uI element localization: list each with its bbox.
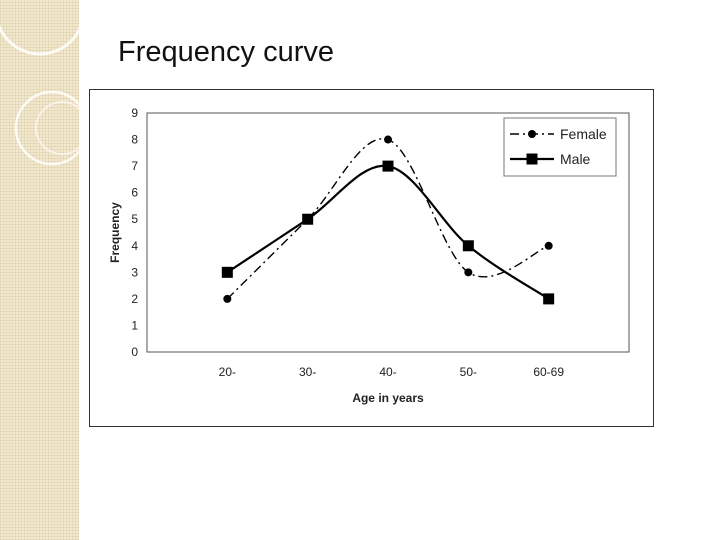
plot-area xyxy=(146,112,630,353)
decorative-circles-icon xyxy=(0,24,79,166)
plot-border xyxy=(146,112,630,353)
data-point-male xyxy=(302,213,314,225)
slide-title: Frequency curve xyxy=(118,36,334,68)
series-line-male xyxy=(226,164,550,300)
y-tick-label: 1 xyxy=(131,318,138,332)
legend-label-female: Female xyxy=(560,126,607,142)
data-point-female xyxy=(464,268,473,277)
decorative-sidebar xyxy=(0,0,79,540)
y-tick-label: 9 xyxy=(131,106,138,120)
y-tick-label: 6 xyxy=(131,186,138,200)
x-tick-label: 50- xyxy=(460,365,477,379)
y-axis-ticks: 0 1 2 3 4 5 6 7 8 9 xyxy=(131,106,138,359)
x-tick-label: 20- xyxy=(219,365,236,379)
legend-items: Female Male xyxy=(510,126,607,167)
y-axis-title: Frequency xyxy=(108,202,122,263)
data-point-female xyxy=(544,241,553,250)
y-tick-label: 3 xyxy=(131,265,138,279)
legend: Female Male xyxy=(503,117,617,177)
data-point-male xyxy=(382,160,394,172)
data-point-female xyxy=(384,135,392,144)
x-tick-label: 30- xyxy=(299,365,316,379)
legend-box xyxy=(503,117,617,177)
x-axis-ticks: 20- 30- 40- 50- 60-69 xyxy=(219,365,565,379)
data-point-male xyxy=(462,240,474,252)
y-tick-label: 2 xyxy=(131,292,138,306)
series-layer xyxy=(221,135,555,305)
x-tick-label: 60-69 xyxy=(533,365,564,379)
y-tick-label: 8 xyxy=(131,133,138,147)
frequency-chart: 0 1 2 3 4 5 6 7 8 9 20- 30- 40- 50- 60-69 Frequency A… xyxy=(108,106,630,405)
legend-marker-male xyxy=(526,153,538,165)
y-tick-label: 0 xyxy=(131,345,138,359)
legend-label-male: Male xyxy=(560,151,591,167)
y-tick-label: 7 xyxy=(131,159,138,173)
legend-marker-female xyxy=(528,130,536,138)
data-point-female xyxy=(223,294,232,303)
data-point-male xyxy=(221,266,233,278)
y-tick-label: 5 xyxy=(131,212,138,226)
y-tick-label: 4 xyxy=(131,239,138,253)
x-axis-title: Age in years xyxy=(352,391,424,405)
x-tick-label: 40- xyxy=(379,365,396,379)
data-point-male xyxy=(543,293,555,305)
